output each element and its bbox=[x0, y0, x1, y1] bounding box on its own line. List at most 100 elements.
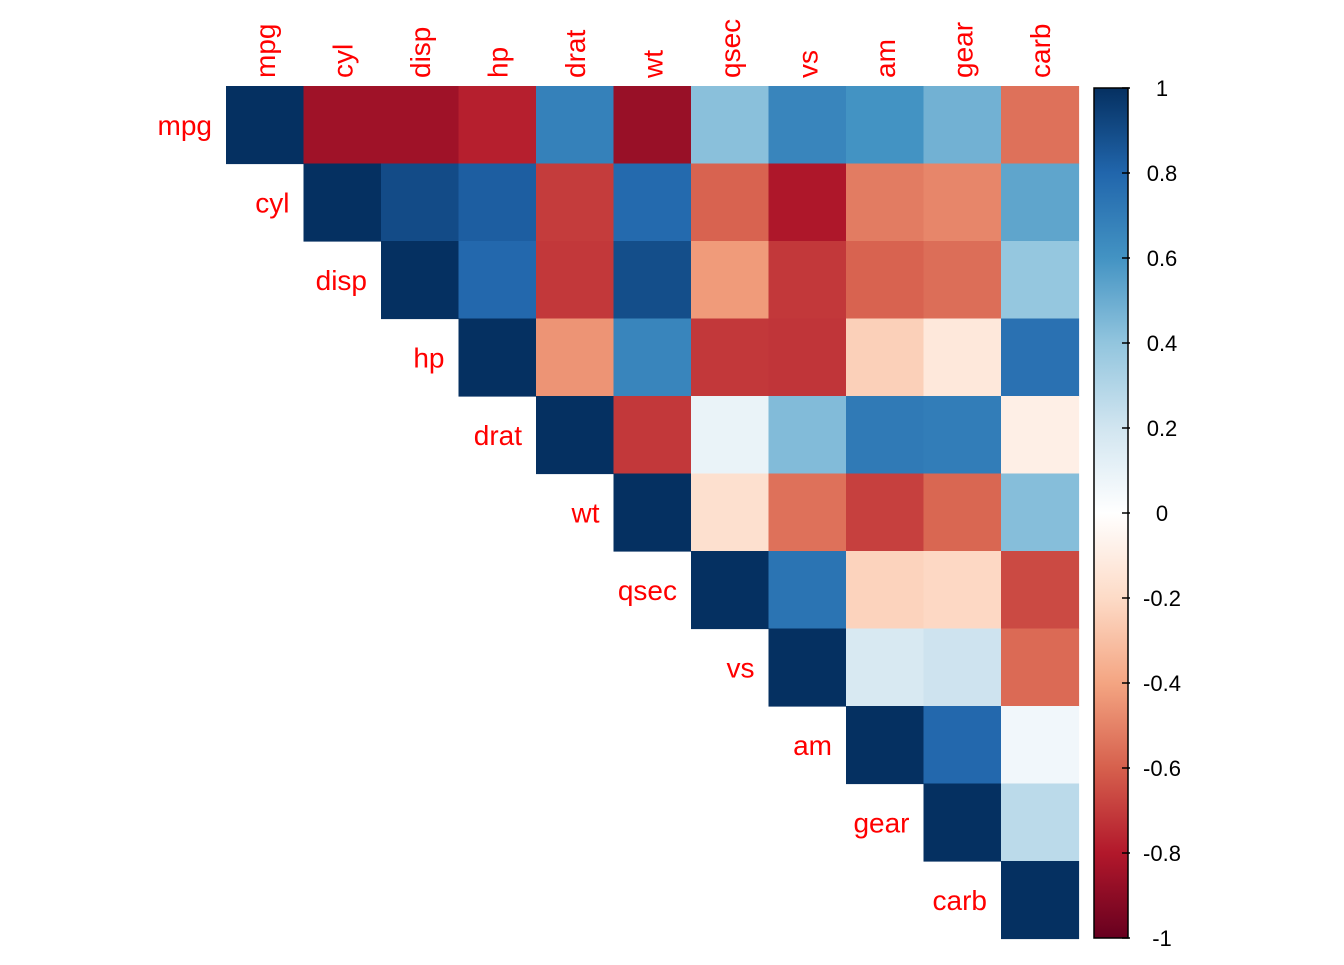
heatmap-cell-cyl-qsec bbox=[691, 163, 770, 242]
heatmap-cell-cyl-disp bbox=[381, 163, 460, 242]
row-label-wt: wt bbox=[571, 497, 600, 528]
heatmap-cell-mpg-carb bbox=[1001, 86, 1080, 165]
column-label-qsec: qsec bbox=[715, 19, 746, 78]
heatmap-cell-mpg-cyl bbox=[303, 86, 382, 165]
heatmap-cell-wt-vs bbox=[768, 473, 847, 552]
column-label-hp: hp bbox=[482, 47, 513, 78]
column-label-vs: vs bbox=[792, 50, 823, 78]
row-label-qsec: qsec bbox=[618, 575, 677, 606]
heatmap-cell-drat-am bbox=[846, 396, 925, 475]
heatmap-cell-mpg-vs bbox=[768, 86, 847, 165]
heatmap-cell-mpg-qsec bbox=[691, 86, 770, 165]
colorbar-tick-label: -0.8 bbox=[1143, 841, 1181, 866]
heatmap-cell-mpg-disp bbox=[381, 86, 460, 165]
heatmap-cell-hp-carb bbox=[1001, 318, 1080, 397]
heatmap-cell-cyl-vs bbox=[768, 163, 847, 242]
heatmap-cell-cyl-am bbox=[846, 163, 925, 242]
row-label-drat: drat bbox=[474, 420, 522, 451]
row-label-vs: vs bbox=[727, 652, 755, 683]
heatmap-cell-carb-carb bbox=[1001, 861, 1080, 940]
heatmap-cell-am-carb bbox=[1001, 706, 1080, 785]
heatmap-cell-disp-drat bbox=[536, 241, 615, 320]
heatmap-cell-qsec-qsec bbox=[691, 551, 770, 630]
column-label-am: am bbox=[870, 39, 901, 78]
heatmap-cell-disp-wt bbox=[613, 241, 692, 320]
heatmap-cell-vs-am bbox=[846, 628, 925, 707]
heatmap-cell-hp-am bbox=[846, 318, 925, 397]
heatmap-cell-mpg-mpg bbox=[226, 86, 305, 165]
heatmap-cell-mpg-gear bbox=[923, 86, 1002, 165]
heatmap-cell-drat-qsec bbox=[691, 396, 770, 475]
heatmap-cell-qsec-carb bbox=[1001, 551, 1080, 630]
heatmap-cell-cyl-cyl bbox=[303, 163, 382, 242]
heatmap-cell-wt-wt bbox=[613, 473, 692, 552]
heatmap-cell-cyl-gear bbox=[923, 163, 1002, 242]
heatmap-cell-wt-carb bbox=[1001, 473, 1080, 552]
heatmap-cell-drat-wt bbox=[613, 396, 692, 475]
colorbar-tick-label: 0.4 bbox=[1147, 331, 1178, 356]
colorbar-legend: 1 0.8 0.6 0.4 0.2 0 -0.2 -0.4 -0.6 -0.8 -1 bbox=[1093, 76, 1181, 951]
heatmap-cell-qsec-vs bbox=[768, 551, 847, 630]
column-label-gear: gear bbox=[947, 22, 978, 78]
heatmap-cell-disp-qsec bbox=[691, 241, 770, 320]
heatmap-cell-mpg-am bbox=[846, 86, 925, 165]
column-label-disp: disp bbox=[405, 27, 436, 78]
colorbar-tick-label: 1 bbox=[1156, 76, 1168, 101]
heatmap-cell-drat-drat bbox=[536, 396, 615, 475]
heatmap-cell-hp-vs bbox=[768, 318, 847, 397]
heatmap-cells bbox=[226, 86, 1080, 940]
heatmap-cell-vs-gear bbox=[923, 628, 1002, 707]
row-labels: mpg cyl disp hp drat wt qsec vs am gear carb bbox=[158, 110, 987, 916]
heatmap-cell-gear-carb bbox=[1001, 783, 1080, 862]
heatmap-cell-vs-vs bbox=[768, 628, 847, 707]
heatmap-cell-disp-disp bbox=[381, 241, 460, 320]
heatmap-cell-qsec-gear bbox=[923, 551, 1002, 630]
heatmap-cell-disp-vs bbox=[768, 241, 847, 320]
heatmap-cell-cyl-drat bbox=[536, 163, 615, 242]
column-label-carb: carb bbox=[1025, 24, 1056, 78]
heatmap-cell-drat-gear bbox=[923, 396, 1002, 475]
heatmap-cell-mpg-hp bbox=[458, 86, 537, 165]
column-label-wt: wt bbox=[637, 50, 668, 79]
row-label-mpg: mpg bbox=[158, 110, 212, 141]
heatmap-cell-cyl-hp bbox=[458, 163, 537, 242]
colorbar-tick-label: 0.6 bbox=[1147, 246, 1178, 271]
heatmap-cell-hp-qsec bbox=[691, 318, 770, 397]
heatmap-cell-drat-vs bbox=[768, 396, 847, 475]
row-label-carb: carb bbox=[933, 885, 987, 916]
colorbar-tick-label: -0.6 bbox=[1143, 756, 1181, 781]
heatmap-cell-vs-carb bbox=[1001, 628, 1080, 707]
colorbar-tick-label: -0.2 bbox=[1143, 586, 1181, 611]
heatmap-cell-disp-hp bbox=[458, 241, 537, 320]
heatmap-cell-hp-wt bbox=[613, 318, 692, 397]
heatmap-cell-am-gear bbox=[923, 706, 1002, 785]
heatmap-cell-mpg-wt bbox=[613, 86, 692, 165]
row-label-disp: disp bbox=[316, 265, 367, 296]
heatmap-cell-cyl-carb bbox=[1001, 163, 1080, 242]
colorbar-tick-label: 0.8 bbox=[1147, 161, 1178, 186]
colorbar-tick-label: -1 bbox=[1152, 926, 1172, 951]
heatmap-cell-am-am bbox=[846, 706, 925, 785]
heatmap-cell-wt-am bbox=[846, 473, 925, 552]
heatmap-cell-disp-am bbox=[846, 241, 925, 320]
column-label-drat: drat bbox=[560, 30, 591, 78]
heatmap-cell-hp-drat bbox=[536, 318, 615, 397]
heatmap-cell-drat-carb bbox=[1001, 396, 1080, 475]
colorbar-tick-label: 0.2 bbox=[1147, 416, 1178, 441]
heatmap-cell-hp-hp bbox=[458, 318, 537, 397]
heatmap-cell-qsec-am bbox=[846, 551, 925, 630]
heatmap-cell-gear-gear bbox=[923, 783, 1002, 862]
heatmap-cell-wt-gear bbox=[923, 473, 1002, 552]
colorbar-tick-label: -0.4 bbox=[1143, 671, 1181, 696]
heatmap-cell-disp-carb bbox=[1001, 241, 1080, 320]
colorbar-tick-label: 0 bbox=[1156, 501, 1168, 526]
column-label-cyl: cyl bbox=[327, 44, 358, 78]
heatmap-cell-hp-gear bbox=[923, 318, 1002, 397]
row-label-gear: gear bbox=[853, 807, 909, 838]
heatmap-cell-wt-qsec bbox=[691, 473, 770, 552]
row-label-cyl: cyl bbox=[255, 187, 289, 218]
column-label-mpg: mpg bbox=[250, 24, 281, 78]
row-label-am: am bbox=[793, 730, 832, 761]
